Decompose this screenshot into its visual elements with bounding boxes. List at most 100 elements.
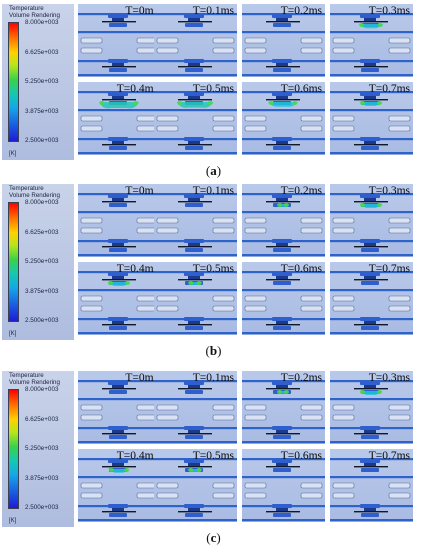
contact-stack xyxy=(178,433,212,435)
legend-colorbar xyxy=(8,22,19,142)
device-geometry xyxy=(154,193,237,257)
panel-time-label: T=0ms xyxy=(125,5,158,17)
arc-plasma xyxy=(359,203,383,208)
contact-stack xyxy=(266,66,300,68)
plate-bar xyxy=(330,398,413,401)
chamber-slot xyxy=(388,125,411,132)
panel-time-label: T=0.7ms xyxy=(368,83,410,95)
contact-stack xyxy=(184,272,204,276)
panel-time-label: T=0.3ms xyxy=(368,5,410,17)
contact-stack xyxy=(102,144,136,146)
chamber-slot xyxy=(332,115,355,122)
contact-stack xyxy=(178,21,212,23)
panel-time-label: T=0ms xyxy=(125,185,158,197)
contact-stack xyxy=(360,239,380,243)
panel-time-label: T=0.1ms xyxy=(192,185,234,197)
plate-bar xyxy=(242,211,325,214)
contact-stack xyxy=(178,466,212,468)
chamber-slot xyxy=(300,305,323,312)
contact-stack xyxy=(109,513,127,517)
contact-stack xyxy=(272,317,292,321)
contact-stack xyxy=(188,141,200,144)
contact-stack xyxy=(184,504,204,508)
chamber-slot xyxy=(332,217,355,224)
contact-stack xyxy=(364,385,376,388)
plate-bar xyxy=(154,31,237,34)
arc-hotspot xyxy=(377,203,382,207)
legend-tick-label: 3.875e+003 xyxy=(25,107,59,115)
chamber-slot xyxy=(80,47,103,54)
plate-bar xyxy=(242,74,325,77)
legend-tick-label: 2.500e+003 xyxy=(25,504,59,511)
panel-time-label: T=0.6ms xyxy=(280,83,322,95)
section-caption: (c) xyxy=(0,530,427,546)
plate-bar xyxy=(154,398,237,401)
contact-stack xyxy=(273,248,291,252)
plate-bar xyxy=(242,441,325,444)
contact-stack xyxy=(272,459,292,463)
contact-stack xyxy=(108,459,128,463)
plate-bar xyxy=(330,74,413,77)
plate-bar xyxy=(78,519,161,522)
device-geometry xyxy=(242,458,325,522)
contact-stack xyxy=(178,246,212,248)
device-geometry xyxy=(154,458,237,522)
chamber-slot xyxy=(80,404,103,411)
plate-bar xyxy=(78,289,161,292)
plate-bar xyxy=(154,332,237,335)
contact-stack xyxy=(102,388,136,390)
arc-glow xyxy=(268,102,298,107)
contact-stack xyxy=(185,435,203,439)
panel-time-label: T=0ms xyxy=(125,372,158,384)
arc-plasma xyxy=(268,101,298,107)
arc-hotspot xyxy=(277,203,283,207)
contact-stack xyxy=(273,281,291,285)
chamber-slot xyxy=(244,37,267,44)
device-geometry xyxy=(242,380,325,444)
contact-stack xyxy=(188,63,200,66)
contact-stack xyxy=(108,272,128,276)
chamber-slot xyxy=(80,295,103,302)
arc-glow xyxy=(99,102,139,109)
contact-stack xyxy=(273,468,291,472)
chamber-slot xyxy=(212,47,235,54)
panel-time-label: T=0.7ms xyxy=(368,263,410,275)
legend-colorbar xyxy=(8,202,19,322)
arc-plasma xyxy=(176,101,214,108)
contact-stack xyxy=(102,99,136,101)
contact-stack xyxy=(360,317,380,321)
caption-letter: a xyxy=(210,163,217,178)
chamber-slot xyxy=(300,47,323,54)
plate-bar xyxy=(242,109,325,112)
color-legend: Temperature Volume Rendering 8.000e+003 6.6… xyxy=(2,4,74,160)
arc-hotspot xyxy=(377,390,382,394)
contact-stack xyxy=(354,279,388,281)
chamber-slot xyxy=(156,47,179,54)
contact-stack xyxy=(276,198,288,201)
contact-stack xyxy=(266,324,300,326)
plate-bar xyxy=(78,398,161,401)
chamber-slot xyxy=(388,404,411,411)
contact-stack xyxy=(102,466,136,468)
contact-stack xyxy=(188,18,200,21)
simulation-panel: T=0.6ms xyxy=(242,82,325,155)
contact-stack xyxy=(185,146,203,150)
plate-bar xyxy=(330,289,413,292)
simulation-panel: T=0.1ms xyxy=(154,371,237,444)
legend-tick-label: 5.250e+003 xyxy=(25,78,59,85)
device-geometry xyxy=(330,380,413,444)
contact-stack xyxy=(361,468,379,472)
contact-stack xyxy=(112,321,124,324)
contact-stack xyxy=(185,513,203,517)
plate-bar xyxy=(330,31,413,34)
contact-stack xyxy=(188,463,200,466)
plate-bar xyxy=(154,519,237,522)
arc-plasma xyxy=(187,281,203,285)
legend-tick-label: 6.625e+003 xyxy=(25,48,59,56)
contact-stack xyxy=(178,144,212,146)
contact-stack xyxy=(354,511,388,513)
plate-bar xyxy=(78,476,161,479)
plate-bar xyxy=(242,31,325,34)
plate-bar xyxy=(242,519,325,522)
contact-stack xyxy=(272,504,292,508)
